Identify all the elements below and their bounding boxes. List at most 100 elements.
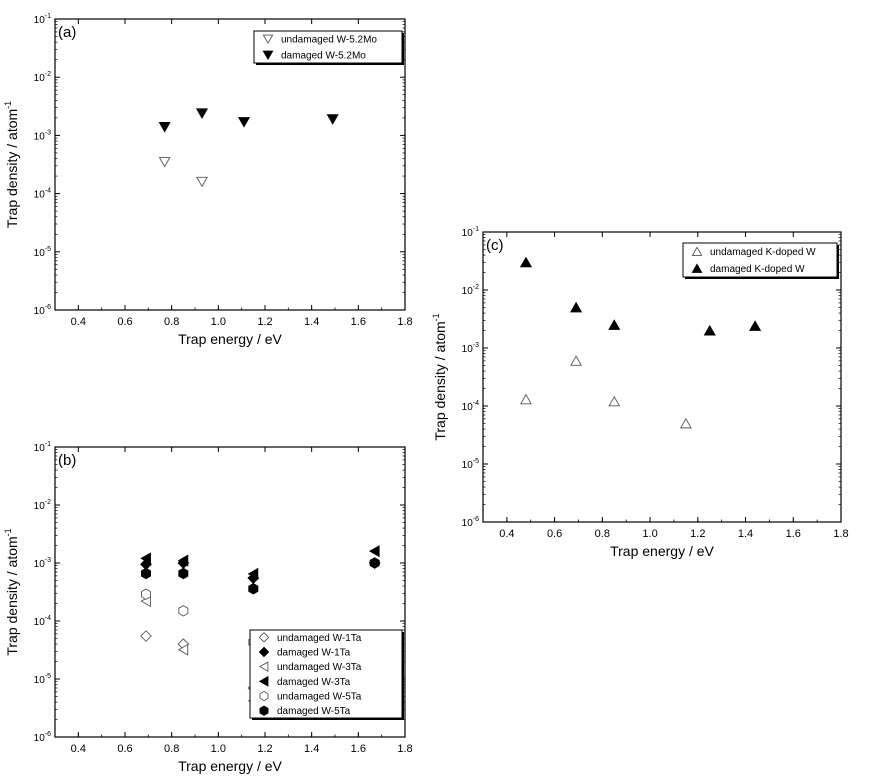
data-point [368,545,380,558]
y-tick-exponent: -5 [45,673,51,680]
legend-marker [259,690,269,702]
data-point [679,417,692,429]
data-point [247,567,259,580]
legend-marker [258,646,270,658]
data-point [570,301,583,313]
data-point [140,630,152,642]
panel-label: (b) [58,452,76,469]
y-tick-base: 10 [462,460,474,471]
x-tick-label: 0.8 [164,316,179,328]
legend-entry: damaged W-5Ta [277,706,351,717]
x-tick-label: 0.4 [499,528,514,540]
x-tick-label: 1.0 [642,528,657,540]
y-tick-exponent: -5 [473,458,479,465]
x-tick-label: 0.6 [547,528,562,540]
y-tick-base: 10 [34,559,46,570]
data-point [140,552,151,565]
x-axis-label: Trap energy / eV [178,331,282,347]
legend-marker [258,661,269,673]
data-point [570,355,583,366]
y-tick-exponent: -6 [45,731,51,738]
y-tick-label: 10-1 [34,13,51,26]
y-tick-base: 10 [34,131,46,142]
x-tick-label: 0.4 [71,316,86,328]
y-tick-base: 10 [34,306,46,317]
x-tick-label: 1.0 [211,743,226,755]
data-point [608,395,621,407]
x-tick-label: 0.8 [164,743,179,755]
data-point [326,114,339,125]
legend-marker [259,705,269,716]
legend-entry: undamaged K-doped W [710,247,816,258]
data-point [178,605,189,617]
y-axis-label-superscript: -1 [3,101,13,109]
y-tick-exponent: -6 [473,516,479,523]
data-point [196,176,208,188]
x-tick-label: 1.4 [738,528,753,540]
y-axis-label-text: Trap density / atom [4,109,20,228]
y-axis-label-text: Trap density / atom [432,321,448,440]
y-tick-exponent: -4 [45,615,51,622]
y-tick-label: 10-1 [462,226,479,239]
x-tick-label: 1.8 [397,743,412,755]
legend-marker [691,246,703,256]
y-tick-exponent: -3 [45,129,51,136]
y-axis-label: Trap density / atom-1 [3,528,20,655]
legend-entry: damaged W-1Ta [277,648,351,659]
legend-marker [262,34,274,45]
legend: undamaged W-1Ta damaged W-1Ta undamaged W-… [249,629,404,720]
x-tick-label: 0.8 [595,528,610,540]
legend-marker [258,675,269,687]
data-point [195,108,209,119]
y-tick-exponent: -1 [473,226,479,233]
y-tick-label: 10-6 [34,304,51,317]
data-point [703,324,716,336]
y-tick-exponent: -2 [45,499,51,506]
y-tick-base: 10 [462,344,474,355]
plot-frame [54,446,406,738]
y-tick-label: 10-4 [34,188,51,201]
y-tick-base: 10 [34,248,46,259]
y-tick-label: 10-2 [34,499,51,512]
y-tick-base: 10 [34,675,46,686]
y-tick-label: 10-5 [462,458,479,471]
x-tick-label: 1.4 [304,316,319,328]
y-tick-exponent: -2 [473,284,479,291]
y-axis-label: Trap density / atom-1 [3,101,20,228]
x-tick-label: 0.6 [117,316,132,328]
x-tick-label: 1.6 [786,528,801,540]
legend-marker [691,263,703,273]
x-tick-label: 1.4 [304,743,319,755]
legend: undamaged K-doped W damaged K-doped W [682,242,839,279]
data-point [158,121,171,133]
chart-panel-c: 0.4 0.6 0.8 1.0 1.2 1.4 1.6 1.810-610-510-410-3… [431,226,849,559]
legend-box [253,30,403,64]
y-tick-base: 10 [462,518,474,529]
x-tick-label: 1.8 [833,528,848,540]
y-tick-label: 10-5 [34,673,51,686]
x-tick-label: 0.4 [71,743,86,755]
y-tick-base: 10 [34,73,46,84]
data-point [141,588,151,600]
y-tick-label: 10-6 [34,731,51,744]
y-tick-label: 10-2 [34,71,51,84]
data-point [237,117,251,128]
y-tick-label: 10-3 [34,129,51,142]
y-tick-label: 10-3 [34,557,51,570]
y-tick-exponent: -6 [45,304,51,311]
data-point [608,319,621,330]
y-tick-base: 10 [34,15,46,26]
y-tick-base: 10 [34,443,46,454]
y-tick-exponent: -1 [45,441,51,448]
y-tick-label: 10-5 [34,246,51,259]
legend-entry: undamaged W-5.2Mo [281,35,377,46]
data-point [158,157,171,168]
legend-entry: undamaged W-1Ta [277,633,362,644]
legend: undamaged W-5.2Mo damaged W-5.2Mo [253,30,404,65]
y-tick-exponent: -3 [45,557,51,564]
legend-entry: damaged W-5.2Mo [281,51,366,62]
y-tick-base: 10 [34,501,46,512]
y-tick-label: 10-1 [34,441,51,454]
plot-frame [54,18,406,311]
